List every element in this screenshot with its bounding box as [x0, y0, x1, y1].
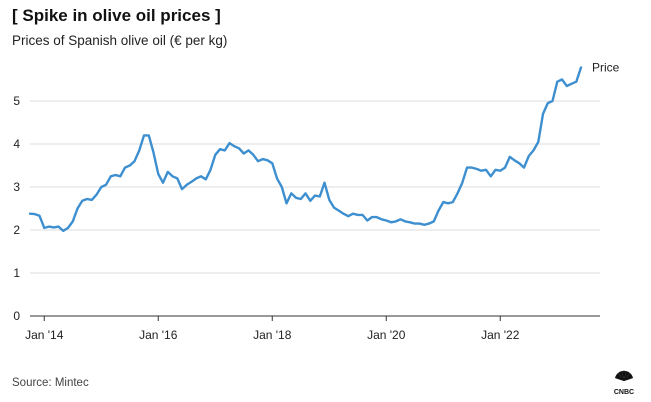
x-tick-label: Jan '16: [139, 328, 178, 342]
y-tick-label: 0: [13, 309, 20, 323]
series-label: Price: [592, 60, 620, 74]
y-tick-label: 5: [13, 94, 20, 108]
chart-subtitle: Prices of Spanish olive oil (€ per kg): [12, 33, 228, 48]
chart-title: [ Spike in olive oil prices ]: [12, 6, 221, 25]
peacock-icon: CNBC: [614, 370, 634, 396]
series-layer: Price: [28, 60, 620, 233]
x-tick-label: Jan '18: [253, 328, 292, 342]
x-axis-ticks: Jan '14 Jan '16 Jan '18 Jan '20 Jan '22: [25, 316, 520, 342]
logo-text: CNBC: [614, 389, 634, 396]
series-line-price: [28, 66, 583, 233]
source-note: Source: Mintec: [12, 377, 89, 389]
y-tick-label: 3: [13, 180, 20, 194]
x-tick-label: Jan '22: [481, 328, 520, 342]
y-tick-label: 1: [13, 266, 20, 280]
y-tick-label: 4: [13, 137, 20, 151]
x-tick-label: Jan '20: [367, 328, 406, 342]
x-tick-label: Jan '14: [25, 328, 64, 342]
gridlines: [30, 100, 600, 317]
y-axis-ticks: 0 1 2 3 4 5: [13, 94, 20, 323]
y-tick-label: 2: [13, 223, 20, 237]
